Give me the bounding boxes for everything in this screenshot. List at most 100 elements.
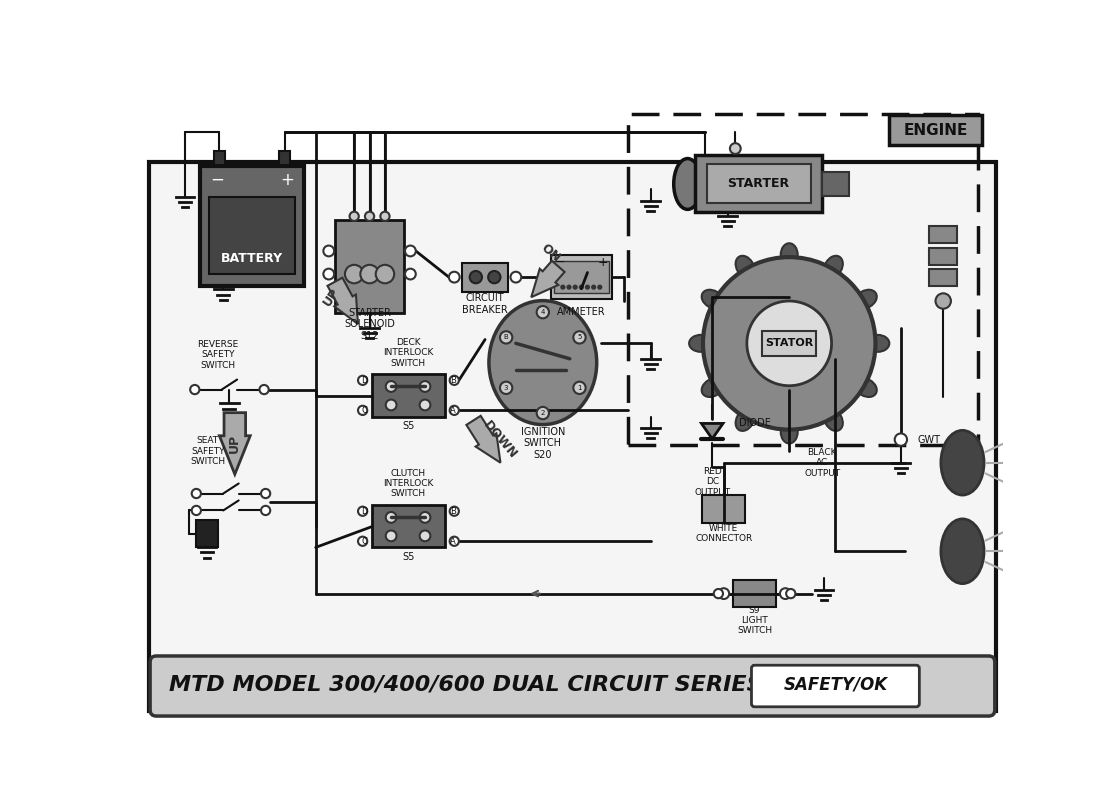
Ellipse shape — [855, 290, 877, 309]
Circle shape — [261, 489, 270, 498]
Ellipse shape — [701, 378, 724, 397]
Circle shape — [747, 301, 831, 385]
Text: 3: 3 — [504, 385, 508, 391]
Text: A: A — [450, 537, 456, 545]
Text: SAFETY/OK: SAFETY/OK — [783, 675, 888, 693]
FancyBboxPatch shape — [149, 162, 996, 711]
Circle shape — [359, 406, 367, 415]
Ellipse shape — [824, 409, 843, 431]
Text: 4: 4 — [541, 309, 545, 315]
Circle shape — [385, 531, 397, 541]
FancyArrow shape — [219, 413, 250, 474]
Text: BLACK
AC
OUTPUT: BLACK AC OUTPUT — [804, 448, 840, 478]
FancyBboxPatch shape — [372, 505, 445, 547]
Text: −: − — [554, 256, 565, 269]
Text: 1: 1 — [577, 385, 582, 391]
FancyBboxPatch shape — [554, 261, 609, 293]
FancyBboxPatch shape — [703, 495, 745, 523]
Circle shape — [573, 331, 585, 343]
Circle shape — [345, 265, 363, 284]
FancyArrow shape — [467, 416, 500, 463]
FancyArrow shape — [327, 278, 359, 324]
Text: C: C — [361, 537, 367, 545]
Circle shape — [323, 269, 334, 280]
Circle shape — [375, 265, 394, 284]
Circle shape — [192, 506, 201, 515]
Circle shape — [420, 381, 430, 392]
FancyBboxPatch shape — [279, 151, 290, 165]
Text: A: A — [450, 406, 456, 415]
Text: WHITE
CONNECTOR: WHITE CONNECTOR — [695, 524, 753, 543]
Text: D: D — [361, 376, 367, 385]
Circle shape — [259, 385, 269, 394]
Polygon shape — [701, 423, 723, 439]
Text: GWT: GWT — [918, 435, 941, 444]
Text: B: B — [504, 335, 508, 340]
Circle shape — [261, 506, 270, 515]
Text: S5: S5 — [402, 421, 414, 431]
Circle shape — [361, 265, 379, 284]
FancyBboxPatch shape — [929, 269, 957, 286]
Text: B: B — [450, 376, 456, 385]
Text: UP: UP — [321, 285, 342, 309]
FancyBboxPatch shape — [209, 197, 295, 274]
Text: STARTER
SOLENOID
S12: STARTER SOLENOID S12 — [344, 308, 395, 341]
Circle shape — [405, 246, 416, 256]
FancyBboxPatch shape — [822, 172, 849, 196]
Circle shape — [573, 381, 585, 394]
Circle shape — [405, 269, 416, 280]
Circle shape — [895, 433, 907, 446]
Ellipse shape — [855, 378, 877, 397]
Text: STARTER: STARTER — [727, 178, 790, 191]
Text: ON: ON — [538, 242, 563, 265]
Circle shape — [703, 257, 876, 430]
Ellipse shape — [701, 290, 724, 309]
Ellipse shape — [689, 335, 713, 351]
FancyBboxPatch shape — [733, 580, 776, 608]
Circle shape — [365, 212, 374, 221]
Circle shape — [536, 407, 548, 419]
Text: −: − — [210, 171, 225, 189]
Circle shape — [359, 507, 367, 516]
FancyBboxPatch shape — [752, 665, 919, 707]
FancyBboxPatch shape — [762, 331, 817, 356]
Text: +: + — [598, 256, 608, 269]
Text: CIRCUIT
BREAKER: CIRCUIT BREAKER — [462, 293, 508, 315]
Text: +: + — [280, 171, 294, 189]
FancyBboxPatch shape — [372, 374, 445, 416]
Text: STATOR: STATOR — [765, 339, 813, 348]
Circle shape — [718, 588, 729, 599]
Circle shape — [510, 271, 522, 283]
Text: RED
DC
OUTPUT: RED DC OUTPUT — [694, 467, 731, 497]
Circle shape — [574, 285, 576, 288]
Circle shape — [500, 381, 513, 394]
Circle shape — [385, 512, 397, 523]
Text: REVERSE
SAFETY
SWITCH: REVERSE SAFETY SWITCH — [198, 340, 239, 370]
Text: 5: 5 — [577, 335, 582, 340]
Ellipse shape — [824, 256, 843, 277]
Text: DOWN: DOWN — [481, 419, 519, 461]
Circle shape — [449, 271, 460, 283]
Circle shape — [450, 406, 459, 415]
Circle shape — [350, 212, 359, 221]
Circle shape — [714, 589, 723, 598]
Circle shape — [469, 271, 483, 284]
Text: SEAT
SAFETY
SWITCH: SEAT SAFETY SWITCH — [190, 436, 226, 466]
Ellipse shape — [736, 256, 754, 277]
Circle shape — [536, 306, 548, 318]
Text: IGNITION
SWITCH
S20: IGNITION SWITCH S20 — [521, 427, 565, 460]
Circle shape — [385, 400, 397, 410]
Text: DIODE: DIODE — [739, 419, 771, 428]
Ellipse shape — [489, 301, 596, 424]
Text: AMMETER: AMMETER — [557, 307, 605, 317]
Text: C: C — [361, 406, 367, 415]
Circle shape — [323, 246, 334, 256]
Circle shape — [420, 512, 430, 523]
Text: MTD MODEL 300/400/600 DUAL CIRCUIT SERIES: MTD MODEL 300/400/600 DUAL CIRCUIT SERIE… — [169, 675, 763, 694]
Circle shape — [580, 285, 583, 288]
Circle shape — [780, 588, 791, 599]
Circle shape — [500, 331, 513, 343]
Circle shape — [359, 537, 367, 546]
FancyBboxPatch shape — [929, 248, 957, 265]
FancyBboxPatch shape — [214, 151, 225, 165]
